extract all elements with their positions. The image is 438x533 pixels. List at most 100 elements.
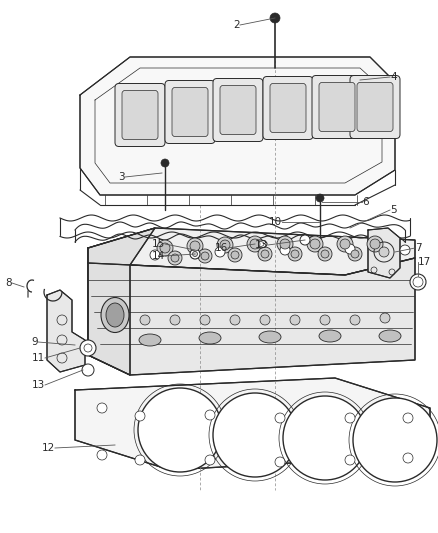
Circle shape: [351, 250, 359, 258]
Polygon shape: [75, 378, 430, 470]
Text: 5: 5: [390, 205, 397, 215]
Text: 17: 17: [418, 257, 431, 267]
Circle shape: [370, 239, 380, 249]
Text: 3: 3: [118, 172, 125, 182]
Circle shape: [187, 238, 203, 254]
Circle shape: [138, 388, 222, 472]
Circle shape: [290, 315, 300, 325]
Circle shape: [82, 364, 94, 376]
Circle shape: [161, 159, 169, 167]
Circle shape: [400, 245, 410, 255]
Circle shape: [318, 247, 332, 261]
Text: 6: 6: [362, 197, 369, 207]
Text: 13: 13: [255, 240, 268, 250]
Text: 7: 7: [415, 243, 422, 253]
Circle shape: [337, 236, 353, 252]
Circle shape: [345, 413, 355, 423]
Circle shape: [348, 247, 362, 261]
Circle shape: [275, 413, 285, 423]
FancyBboxPatch shape: [122, 91, 158, 140]
Polygon shape: [88, 228, 155, 375]
Circle shape: [300, 235, 310, 245]
FancyBboxPatch shape: [350, 76, 400, 139]
Ellipse shape: [319, 330, 341, 342]
FancyBboxPatch shape: [165, 80, 215, 143]
Text: 14: 14: [152, 251, 165, 261]
Circle shape: [192, 252, 198, 256]
Circle shape: [283, 396, 367, 480]
FancyBboxPatch shape: [270, 84, 306, 133]
Circle shape: [231, 251, 239, 259]
Circle shape: [280, 239, 290, 249]
Circle shape: [345, 244, 355, 254]
Circle shape: [350, 315, 360, 325]
Circle shape: [170, 315, 180, 325]
Circle shape: [200, 315, 210, 325]
Circle shape: [353, 398, 437, 482]
Ellipse shape: [101, 297, 129, 333]
Circle shape: [340, 239, 350, 249]
Circle shape: [168, 251, 182, 265]
FancyBboxPatch shape: [115, 84, 165, 147]
Text: 13: 13: [32, 380, 45, 390]
Circle shape: [213, 393, 297, 477]
Circle shape: [190, 241, 200, 251]
Circle shape: [171, 254, 179, 262]
Circle shape: [277, 236, 293, 252]
Circle shape: [198, 249, 212, 263]
FancyBboxPatch shape: [319, 83, 355, 132]
Circle shape: [307, 236, 323, 252]
Circle shape: [205, 410, 215, 420]
Circle shape: [320, 315, 330, 325]
Circle shape: [80, 340, 96, 356]
Circle shape: [270, 13, 280, 23]
Circle shape: [379, 247, 389, 257]
Circle shape: [321, 250, 329, 258]
Text: 11: 11: [32, 353, 45, 363]
Text: 15: 15: [152, 239, 165, 249]
Circle shape: [288, 247, 302, 261]
Circle shape: [201, 252, 209, 260]
Text: 10: 10: [269, 217, 282, 227]
Text: 9: 9: [32, 337, 38, 347]
Circle shape: [220, 240, 230, 250]
Polygon shape: [80, 57, 395, 195]
Circle shape: [410, 274, 426, 290]
Polygon shape: [47, 290, 85, 372]
Circle shape: [205, 455, 215, 465]
Text: 12: 12: [42, 443, 55, 453]
Circle shape: [345, 455, 355, 465]
Ellipse shape: [106, 303, 124, 327]
FancyBboxPatch shape: [172, 87, 208, 136]
Polygon shape: [88, 258, 415, 375]
Circle shape: [403, 453, 413, 463]
Ellipse shape: [199, 332, 221, 344]
Circle shape: [247, 236, 263, 252]
Text: 4: 4: [390, 72, 397, 82]
Ellipse shape: [379, 330, 401, 342]
Circle shape: [135, 411, 145, 421]
Circle shape: [275, 457, 285, 467]
Text: 16: 16: [215, 243, 228, 253]
Circle shape: [230, 315, 240, 325]
Text: 8: 8: [5, 278, 12, 288]
Circle shape: [291, 250, 299, 258]
Circle shape: [215, 247, 225, 257]
Circle shape: [380, 313, 390, 323]
FancyBboxPatch shape: [357, 83, 393, 132]
Circle shape: [250, 239, 260, 249]
FancyBboxPatch shape: [312, 76, 362, 139]
Circle shape: [157, 240, 173, 256]
Circle shape: [150, 250, 160, 260]
FancyBboxPatch shape: [263, 77, 313, 140]
FancyBboxPatch shape: [213, 78, 263, 141]
Circle shape: [97, 450, 107, 460]
Circle shape: [190, 249, 200, 259]
Ellipse shape: [139, 334, 161, 346]
Circle shape: [217, 237, 233, 253]
Circle shape: [135, 455, 145, 465]
Circle shape: [261, 250, 269, 258]
Circle shape: [367, 236, 383, 252]
Circle shape: [228, 248, 242, 262]
Circle shape: [160, 243, 170, 253]
